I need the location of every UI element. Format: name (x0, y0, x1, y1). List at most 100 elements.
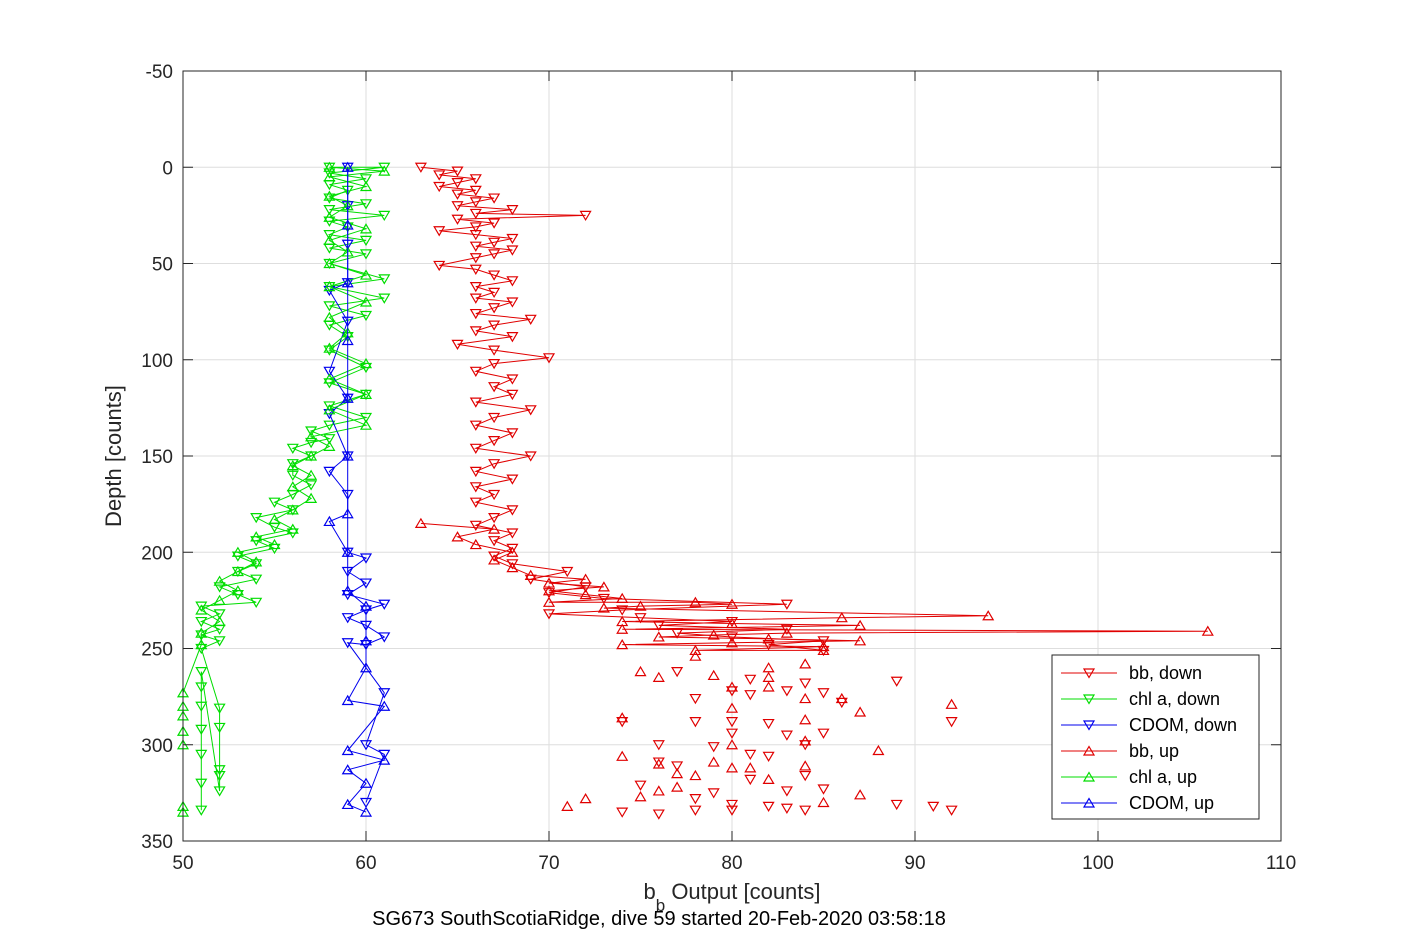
data-point (725, 739, 739, 750)
data-point (323, 301, 336, 312)
data-point (341, 585, 354, 596)
data-point (799, 805, 812, 816)
x-tick-label: 80 (721, 853, 742, 874)
data-point (780, 803, 793, 814)
data-point (359, 740, 373, 751)
data-point (725, 632, 739, 643)
series-line (182, 166, 385, 813)
data-point (945, 805, 958, 816)
data-point (597, 581, 610, 592)
data-point (359, 419, 373, 430)
data-point (433, 170, 446, 181)
data-point (231, 546, 244, 557)
data-point (854, 635, 867, 646)
data-point (195, 601, 208, 612)
data-point (378, 688, 391, 699)
data-point (469, 482, 482, 493)
data-point (341, 161, 354, 172)
data-point (561, 566, 574, 578)
data-point (817, 728, 830, 739)
data-point (451, 531, 464, 542)
data-point (689, 794, 702, 805)
data-point (469, 282, 482, 293)
data-point (323, 257, 336, 269)
data-point (744, 690, 757, 701)
data-point (323, 205, 336, 216)
data-point (305, 492, 318, 503)
data-point (323, 342, 336, 353)
legend: bb, down chl a, down CDOM, down bb, up chl a… (1051, 654, 1260, 820)
data-point (652, 809, 665, 820)
data-point (323, 373, 336, 384)
data-point (890, 676, 903, 687)
data-point (359, 310, 373, 322)
data-point (323, 190, 336, 201)
data-point (689, 644, 702, 656)
data-point (323, 404, 336, 415)
data-point (616, 638, 629, 650)
data-point (469, 185, 482, 197)
data-point (579, 210, 592, 222)
data-point (469, 308, 482, 320)
data-point (359, 199, 373, 210)
data-point (725, 762, 739, 773)
data-point (323, 515, 336, 527)
data-point (506, 332, 519, 343)
data-point (762, 773, 775, 785)
x-tick-label: 70 (538, 853, 559, 874)
data-point (250, 556, 263, 567)
data-point (323, 345, 336, 356)
data-point (488, 270, 501, 281)
data-point (579, 573, 592, 584)
data-point (579, 792, 592, 804)
data-point (195, 604, 208, 615)
data-point (689, 650, 702, 661)
series-line (328, 167, 387, 813)
data-point (250, 559, 263, 570)
data-point (268, 513, 281, 525)
data-point (469, 253, 482, 264)
data-point (469, 520, 482, 531)
x-tick-label: 60 (355, 853, 376, 874)
data-point (359, 235, 373, 247)
data-point (652, 671, 665, 682)
data-point (359, 635, 373, 646)
data-point (469, 466, 482, 478)
data-point (634, 600, 647, 611)
data-point (286, 481, 299, 492)
series-line (420, 166, 824, 651)
data-point (579, 588, 592, 600)
data-point (378, 162, 391, 173)
data-point (469, 197, 482, 208)
legend-marker (1082, 720, 1096, 731)
data-point (323, 311, 336, 322)
data-point (305, 480, 318, 491)
data-point (725, 702, 739, 713)
data-point (323, 211, 336, 222)
data-point (488, 320, 501, 331)
data-point (341, 508, 354, 519)
data-point (671, 781, 684, 792)
x-tick-label: 90 (904, 853, 925, 874)
x-axis-title-rest: Output [counts] (665, 879, 820, 904)
data-point (542, 588, 556, 599)
data-point (469, 420, 482, 431)
data-point (378, 274, 391, 285)
series-7 (561, 650, 958, 811)
data-point (634, 791, 647, 802)
data-point (359, 553, 373, 564)
data-point (689, 769, 702, 781)
data-point (652, 758, 665, 769)
data-point (488, 459, 501, 470)
data-point (799, 735, 812, 746)
data-point (469, 397, 482, 408)
data-point (616, 712, 629, 723)
legend-label: CDOM, down (1129, 715, 1237, 735)
data-point (488, 218, 501, 229)
data-point (488, 193, 501, 204)
data-point (359, 296, 373, 307)
data-point (359, 578, 373, 589)
data-point (506, 428, 519, 439)
series-3 (414, 517, 1214, 656)
data-point (488, 303, 501, 314)
